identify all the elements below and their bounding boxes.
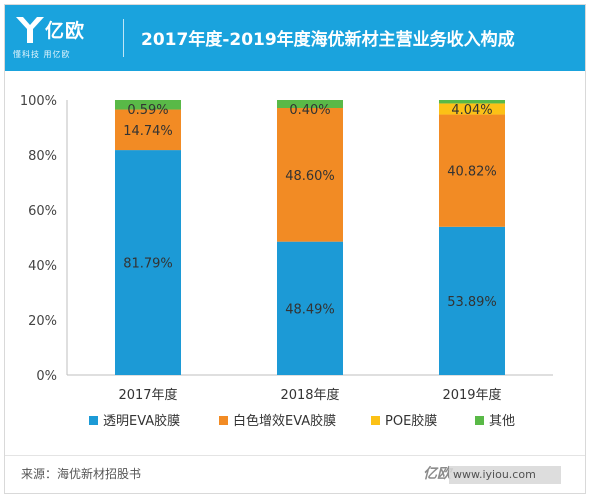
y-tick-label: 0% — [36, 369, 57, 384]
watermark-logo: 亿欧 — [423, 466, 451, 482]
x-tick-label: 2018年度 — [280, 387, 339, 403]
data-label: 4.04% — [451, 103, 492, 118]
bar-segment — [115, 150, 181, 375]
data-label: 48.60% — [285, 169, 335, 184]
data-label: 40.82% — [447, 165, 497, 180]
bar-segment — [439, 100, 505, 104]
logo-y-icon — [16, 17, 44, 43]
legend-swatch — [219, 416, 228, 425]
data-label: 53.89% — [447, 295, 497, 310]
legend-label: 其他 — [489, 414, 515, 429]
legend-swatch — [371, 416, 380, 425]
bar-segment — [277, 108, 343, 242]
watermark-url: www.iyiou.com — [453, 468, 536, 481]
y-tick-label: 20% — [28, 314, 57, 329]
stacked-bar-chart: 0% 20% 40% 60% 80% 100% 81.79% 14.74% 0.59% 2017年… — [20, 94, 553, 429]
bar-segment — [115, 100, 181, 110]
legend-swatch — [475, 416, 484, 425]
y-tick-label: 80% — [28, 149, 57, 164]
bar-segment — [277, 241, 343, 375]
data-label: 0.59% — [127, 103, 168, 118]
bar-segment — [439, 103, 505, 115]
data-label: 48.49% — [285, 302, 335, 317]
x-tick-label: 2017年度 — [118, 387, 177, 403]
footer-divider — [5, 455, 585, 456]
bar-segment — [439, 114, 505, 227]
chart-frame: 亿欧 懂科技 用亿欧 2017年度-2019年度海优新材主营业务收入构成 0% 2… — [4, 4, 586, 494]
y-tick-label: 40% — [28, 259, 57, 274]
y-tick-label: 100% — [20, 94, 57, 109]
bar-segment — [115, 109, 181, 151]
legend-label: POE胶膜 — [385, 413, 437, 429]
y-tick-label: 60% — [28, 204, 57, 219]
header-bar: 亿欧 懂科技 用亿欧 2017年度-2019年度海优新材主营业务收入构成 — [5, 5, 585, 71]
header-divider — [123, 19, 124, 57]
logo-tagline: 懂科技 用亿欧 — [13, 50, 71, 59]
data-label: 14.74% — [123, 124, 173, 139]
source-note: 来源：海优新材招股书 — [21, 467, 142, 481]
x-tick-label: 2019年度 — [442, 387, 501, 403]
bar-segment — [439, 226, 505, 375]
chart-title: 2017年度-2019年度海优新材主营业务收入构成 — [141, 30, 515, 50]
legend-swatch — [89, 416, 98, 425]
data-label: 0.40% — [289, 103, 330, 118]
data-label: 81.79% — [123, 257, 173, 272]
logo-text: 亿欧 — [45, 20, 86, 42]
logo: 亿欧 懂科技 用亿欧 — [13, 15, 123, 63]
legend-label: 白色增效EVA胶膜 — [233, 413, 336, 429]
watermark-url-box: www.iyiou.com — [449, 466, 561, 484]
legend-label: 透明EVA胶膜 — [103, 413, 180, 429]
bar-segment — [277, 100, 343, 109]
